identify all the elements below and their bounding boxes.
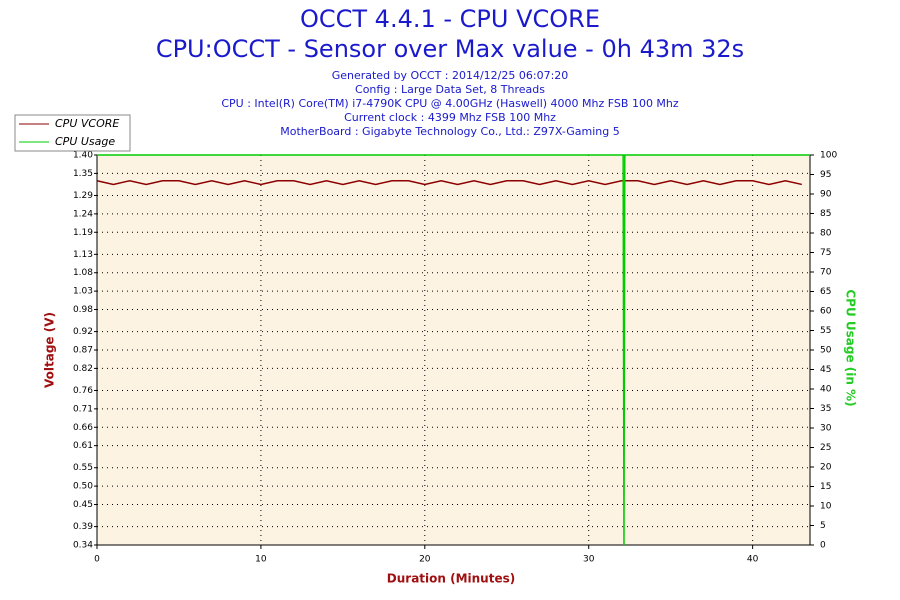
- y-tick-label: 1.40: [73, 151, 93, 161]
- y2-tick-label: 25: [820, 443, 831, 453]
- y-tick-label: 1.29: [73, 191, 93, 201]
- y2-tick-label: 60: [820, 307, 832, 317]
- legend-label: CPU Usage: [55, 135, 115, 148]
- y2-tick-label: 30: [820, 424, 832, 434]
- y-tick-label: 0.55: [73, 463, 93, 473]
- y2-tick-label: 20: [820, 463, 832, 473]
- info-line: Generated by OCCT : 2014/12/25 06:07:20: [332, 69, 569, 82]
- y-tick-label: 0.82: [73, 364, 93, 374]
- y2-tick-label: 35: [820, 404, 831, 414]
- y2-tick-label: 55: [820, 326, 831, 336]
- y2-tick-label: 10: [820, 502, 832, 512]
- legend-label: CPU VCORE: [55, 117, 119, 130]
- y-tick-label: 1.24: [73, 209, 93, 219]
- info-line: MotherBoard : Gigabyte Technology Co., L…: [280, 125, 620, 138]
- y-tick-label: 0.45: [73, 500, 93, 510]
- y-tick-label: 0.98: [73, 305, 93, 315]
- y-tick-label: 0.50: [73, 482, 93, 492]
- y-tick-label: 1.19: [73, 228, 93, 238]
- y2-tick-label: 45: [820, 365, 831, 375]
- x-tick-label: 0: [94, 555, 100, 565]
- x-tick-label: 40: [747, 555, 759, 565]
- chart-subtitle: CPU:OCCT - Sensor over Max value - 0h 43…: [156, 35, 744, 63]
- y2-tick-label: 5: [820, 521, 826, 531]
- y-tick-label: 0.39: [73, 522, 93, 532]
- info-line: Config : Large Data Set, 8 Threads: [355, 83, 545, 96]
- y-tick-label: 1.08: [73, 268, 93, 278]
- y-tick-label: 0.34: [73, 541, 93, 551]
- x-tick-label: 10: [255, 555, 267, 565]
- series-line: [97, 154, 810, 546]
- y2-tick-label: 65: [820, 287, 831, 297]
- y-axis-label: Voltage (V): [43, 312, 57, 388]
- y2-tick-label: 15: [820, 482, 831, 492]
- y2-tick-label: 40: [820, 385, 832, 395]
- x-tick-label: 20: [419, 555, 431, 565]
- y-tick-label: 0.92: [73, 327, 93, 337]
- y-tick-label: 0.66: [73, 423, 93, 433]
- y-tick-label: 1.13: [73, 250, 93, 260]
- y2-tick-label: 0: [820, 541, 826, 551]
- y-tick-label: 0.71: [73, 404, 93, 414]
- y2-axis-label: CPU Usage (in %): [844, 289, 858, 406]
- y2-tick-label: 90: [820, 190, 832, 200]
- y-tick-label: 0.61: [73, 441, 93, 451]
- info-line: Current clock : 4399 Mhz FSB 100 Mhz: [344, 111, 556, 124]
- info-line: CPU : Intel(R) Core(TM) i7-4790K CPU @ 4…: [221, 97, 679, 110]
- y2-tick-label: 85: [820, 209, 831, 219]
- y2-tick-label: 70: [820, 268, 832, 278]
- y-tick-label: 0.76: [73, 386, 93, 396]
- y2-tick-label: 75: [820, 248, 831, 258]
- chart-title: OCCT 4.4.1 - CPU VCORE: [300, 5, 600, 33]
- plot-area: [96, 154, 811, 546]
- y2-tick-label: 50: [820, 346, 832, 356]
- y2-tick-label: 100: [820, 151, 837, 161]
- x-axis-label: Duration (Minutes): [387, 572, 515, 586]
- x-tick-label: 30: [583, 555, 595, 565]
- y2-tick-label: 80: [820, 229, 832, 239]
- y-tick-label: 1.03: [73, 287, 93, 297]
- legend-box: [14, 114, 131, 152]
- y2-tick-label: 95: [820, 170, 831, 180]
- y-tick-label: 1.35: [73, 169, 93, 179]
- series-line: [96, 179, 802, 186]
- y-tick-label: 0.87: [73, 346, 93, 356]
